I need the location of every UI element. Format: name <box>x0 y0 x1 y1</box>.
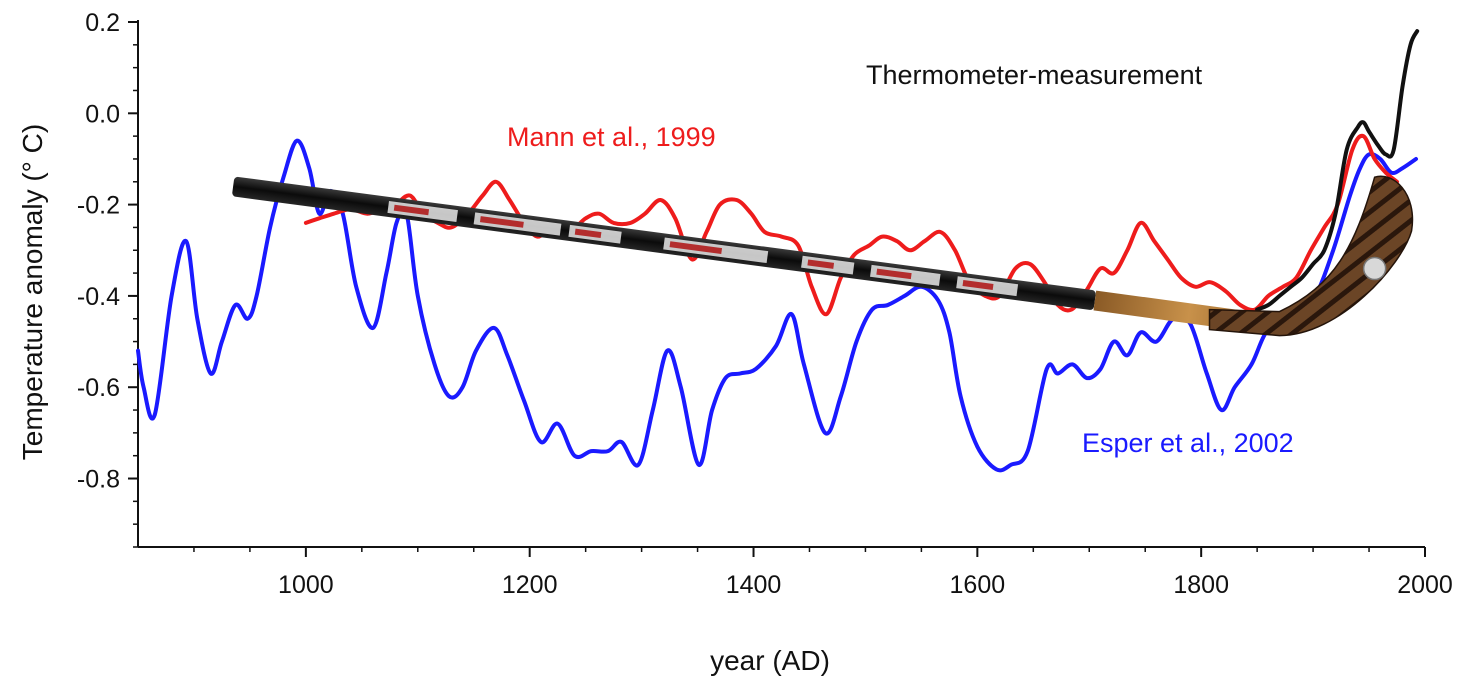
x-tick-label: 1400 <box>726 571 782 599</box>
series-line-thermometer <box>1255 29 1420 312</box>
hockey-stick-illustration <box>232 175 1414 337</box>
shaft-decal-accent <box>876 268 912 280</box>
axes-group: 0.2 0.0 -0.2 -0.4 -0.6 -0.8 1000 1200 1400 1600 18… <box>77 9 1453 599</box>
y-tick-label: -0.8 <box>77 466 120 494</box>
y-tick-label: -0.4 <box>77 283 120 311</box>
x-tick-label: 2000 <box>1397 571 1453 599</box>
hockey-stick-shaft <box>232 176 1096 310</box>
y-tick-label: -0.2 <box>77 192 120 220</box>
labels-group: Thermometer-measurement Mann et al., 199… <box>17 60 1294 676</box>
shaft-body <box>232 176 1096 310</box>
shaft-decal-accent <box>479 216 524 228</box>
x-axis-title: year (AD) <box>710 645 830 676</box>
shaft-decal-accent <box>574 228 602 239</box>
y-tick-label: 0.2 <box>85 9 120 37</box>
shaft-decal-accent <box>962 280 994 290</box>
x-tick-label: 1600 <box>950 571 1006 599</box>
y-axis-title: Temperature anomaly (° C) <box>17 124 48 460</box>
x-tick-label: 1200 <box>502 571 558 599</box>
series-label-thermometer: Thermometer-measurement <box>866 60 1203 90</box>
x-tick-label: 1000 <box>278 571 334 599</box>
shaft-decal-accent <box>393 204 430 216</box>
series-label-mann: Mann et al., 1999 <box>507 122 716 152</box>
y-tick-label: -0.6 <box>77 374 120 402</box>
shaft-decal-accent <box>669 241 723 255</box>
hockey-stick-blade <box>1208 175 1414 337</box>
series-line-mann <box>303 133 1399 317</box>
shaft-decal-accent <box>807 259 835 269</box>
y-tick-label: 0.0 <box>85 100 120 128</box>
series-label-esper: Esper et al., 2002 <box>1082 428 1294 458</box>
blade-logo <box>1362 256 1387 281</box>
x-tick-label: 1800 <box>1173 571 1229 599</box>
